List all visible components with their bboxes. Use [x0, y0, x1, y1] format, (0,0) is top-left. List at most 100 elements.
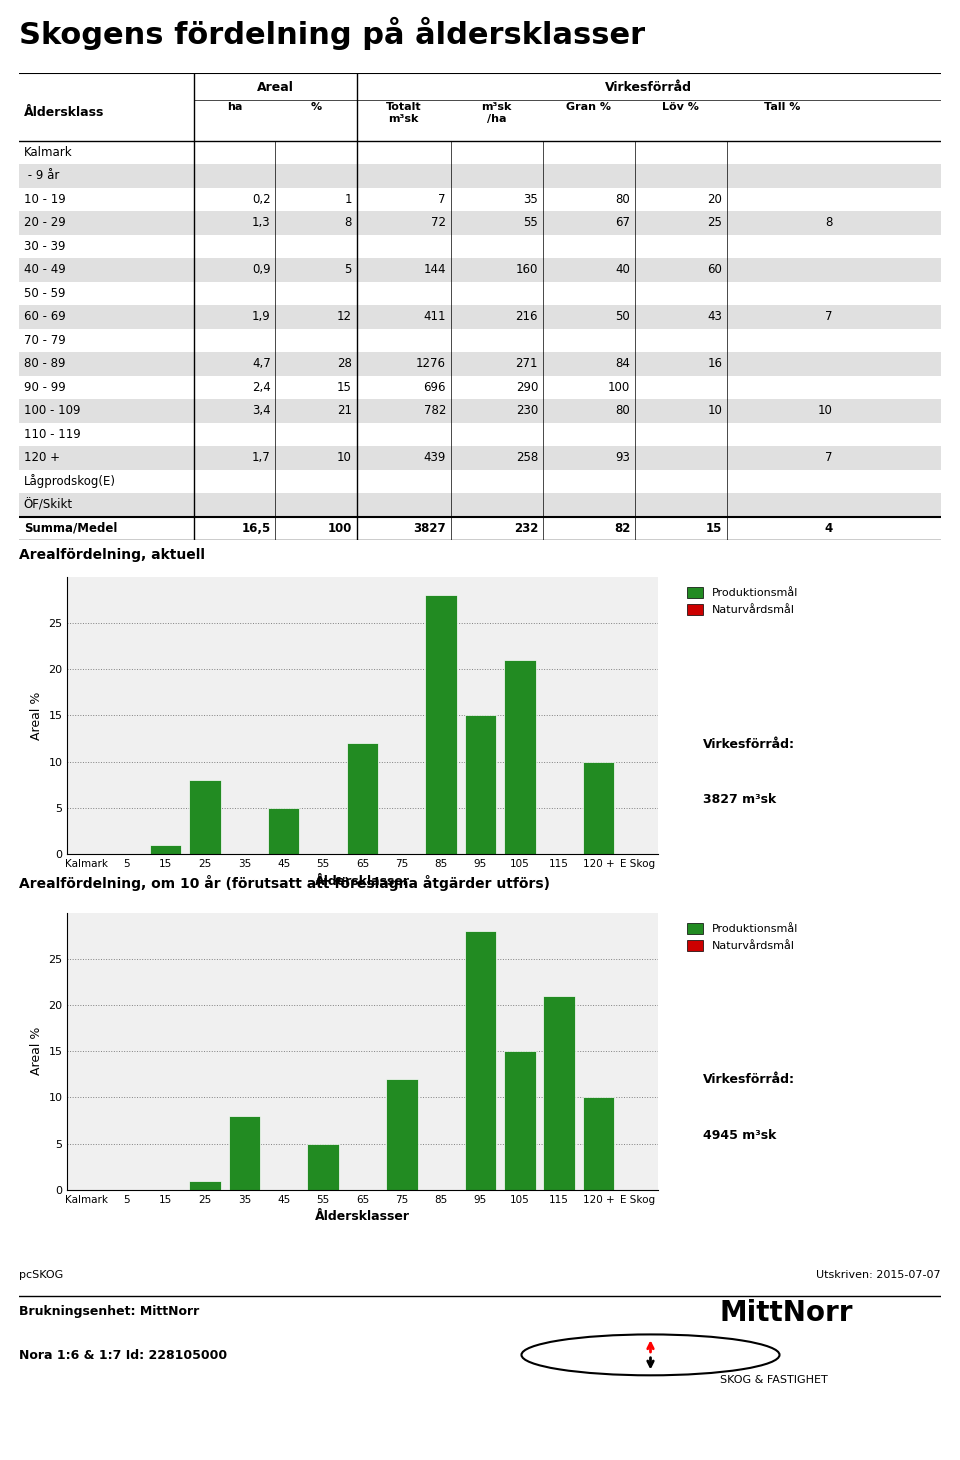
Text: 8: 8 [826, 216, 833, 229]
Text: 15: 15 [337, 381, 352, 394]
Text: 21: 21 [337, 404, 352, 418]
Text: 290: 290 [516, 381, 538, 394]
Bar [307, 1143, 339, 1190]
Text: Virkesförråd: Virkesförråd [605, 82, 692, 95]
Text: - 9 år: - 9 år [24, 169, 60, 182]
Text: 16: 16 [708, 358, 722, 371]
Text: 10: 10 [818, 404, 833, 418]
Text: 4,7: 4,7 [252, 358, 271, 371]
Bar [19, 140, 941, 164]
Text: 10: 10 [708, 404, 722, 418]
Text: ha: ha [228, 102, 243, 112]
Text: 16,5: 16,5 [242, 523, 271, 534]
Text: Gran %: Gran % [566, 102, 612, 112]
Bar [189, 1181, 221, 1190]
Text: 100: 100 [327, 523, 352, 534]
Bar [347, 743, 378, 854]
Bar [19, 305, 941, 328]
Text: 3827 m³sk: 3827 m³sk [703, 793, 776, 806]
Text: 2,4: 2,4 [252, 381, 271, 394]
Bar [19, 188, 941, 212]
Bar [228, 1115, 260, 1190]
Text: Summa/Medel: Summa/Medel [24, 523, 117, 534]
Text: 40: 40 [615, 263, 630, 276]
Text: 100: 100 [608, 381, 630, 394]
Text: 3,4: 3,4 [252, 404, 271, 418]
Text: pcSKOG: pcSKOG [19, 1270, 63, 1280]
Text: 15: 15 [706, 523, 722, 534]
Text: %: % [310, 102, 322, 112]
Bar [19, 517, 941, 540]
Text: 5: 5 [345, 263, 352, 276]
Text: 782: 782 [423, 404, 445, 418]
Text: 258: 258 [516, 451, 538, 464]
Bar [19, 352, 941, 375]
Text: 439: 439 [423, 451, 445, 464]
Text: 4945 m³sk: 4945 m³sk [703, 1129, 776, 1142]
Text: Utskriven: 2015-07-07: Utskriven: 2015-07-07 [816, 1270, 941, 1280]
Legend: Produktionsmål, Naturvårdsmål: Produktionsmål, Naturvårdsmål [683, 583, 804, 619]
Text: 232: 232 [514, 523, 538, 534]
Text: 1,3: 1,3 [252, 216, 271, 229]
Text: 60 - 69: 60 - 69 [24, 311, 65, 324]
Text: 216: 216 [516, 311, 538, 324]
Y-axis label: Areal %: Areal % [30, 1026, 42, 1076]
Bar [19, 375, 941, 399]
Bar [19, 470, 941, 493]
Text: 120 +: 120 + [24, 451, 60, 464]
Text: 1276: 1276 [416, 358, 445, 371]
Bar [386, 1079, 418, 1190]
Bar [19, 258, 941, 282]
Text: 411: 411 [423, 311, 445, 324]
Bar [543, 996, 575, 1190]
Text: 1,9: 1,9 [252, 311, 271, 324]
Text: Totalt
m³sk: Totalt m³sk [386, 102, 421, 124]
Text: 90 - 99: 90 - 99 [24, 381, 65, 394]
Text: 93: 93 [615, 451, 630, 464]
Text: 10: 10 [337, 451, 352, 464]
Bar [19, 212, 941, 235]
Text: Lågprodskog(E): Lågprodskog(E) [24, 474, 116, 489]
Text: Skogens fördelning på åldersklasser: Skogens fördelning på åldersklasser [19, 18, 645, 50]
Bar [19, 447, 941, 470]
Text: 20: 20 [708, 193, 722, 206]
Bar [19, 328, 941, 352]
Text: Areal: Areal [257, 82, 294, 95]
Text: Arealfördelning, aktuell: Arealfördelning, aktuell [19, 548, 205, 562]
Text: 1: 1 [345, 193, 352, 206]
Text: 82: 82 [613, 523, 630, 534]
Text: 0,9: 0,9 [252, 263, 271, 276]
Text: 72: 72 [431, 216, 445, 229]
Text: Brukningsenhet: MittNorr: Brukningsenhet: MittNorr [19, 1305, 200, 1318]
Text: 230: 230 [516, 404, 538, 418]
Text: Kalmark: Kalmark [24, 146, 72, 159]
Text: 696: 696 [423, 381, 445, 394]
Text: Tall %: Tall % [764, 102, 801, 112]
Text: Arealfördelning, om 10 år (förutsatt att föreslagna åtgärder utförs): Arealfördelning, om 10 år (förutsatt att… [19, 876, 550, 891]
Text: 8: 8 [345, 216, 352, 229]
Text: 160: 160 [516, 263, 538, 276]
Bar [425, 596, 457, 854]
Bar [19, 282, 941, 305]
Text: 50 - 59: 50 - 59 [24, 288, 65, 299]
Bar [465, 931, 496, 1190]
Text: 55: 55 [523, 216, 538, 229]
Bar [465, 715, 496, 854]
Text: 10 - 19: 10 - 19 [24, 193, 65, 206]
Text: Löv %: Löv % [662, 102, 699, 112]
Text: Nora 1:6 & 1:7 Id: 228105000: Nora 1:6 & 1:7 Id: 228105000 [19, 1349, 228, 1362]
Text: 12: 12 [337, 311, 352, 324]
Bar [504, 660, 536, 854]
Text: 144: 144 [423, 263, 445, 276]
Text: 35: 35 [523, 193, 538, 206]
Bar [268, 807, 300, 854]
Text: 7: 7 [826, 451, 833, 464]
X-axis label: Åldersklasser: Åldersklasser [315, 875, 410, 888]
Bar [19, 493, 941, 517]
Text: 80: 80 [615, 404, 630, 418]
Text: 7: 7 [439, 193, 445, 206]
Bar [150, 845, 181, 854]
Text: m³sk
/ha: m³sk /ha [481, 102, 512, 124]
Bar [583, 762, 614, 854]
X-axis label: Åldersklasser: Åldersklasser [315, 1210, 410, 1223]
